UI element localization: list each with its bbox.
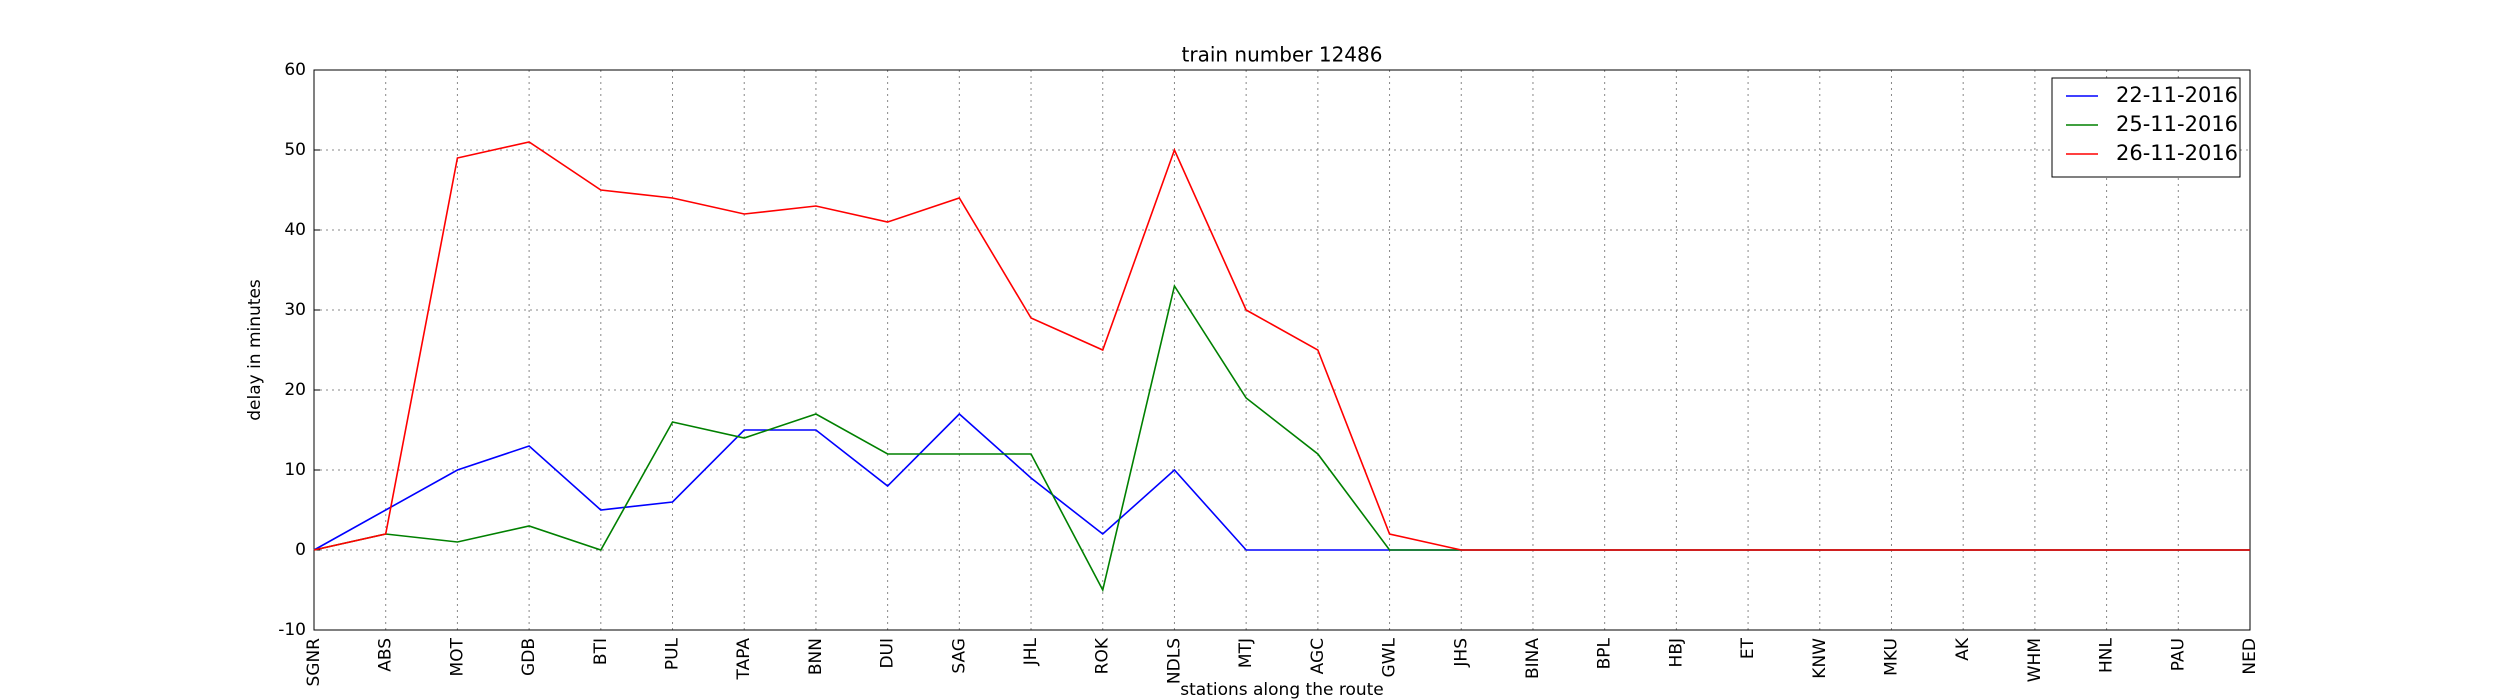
x-tick-label: HNL [2097,637,2117,673]
y-tick-label: 0 [295,540,306,560]
x-tick-label: SGNR [304,638,324,687]
x-tick-label: BNN [806,638,826,675]
y-tick-label: 30 [284,300,306,320]
x-tick-label: ABS [376,638,396,672]
x-tick-label: AK [1953,637,1973,661]
y-axis-label: delay in minutes [245,279,265,421]
y-tick-label: 10 [284,460,306,480]
x-tick-label: SAG [949,638,969,674]
y-tick-label: 50 [284,140,306,160]
x-tick-label: GWL [1380,637,1400,677]
x-tick-label: JHS [1451,638,1471,668]
legend-label: 22-11-2016 [2116,83,2238,107]
y-tick-label: 40 [284,220,306,240]
legend-label: 26-11-2016 [2116,141,2238,165]
x-tick-label: PUL [663,637,683,670]
x-tick-label: PAU [2168,638,2188,671]
data-line [313,141,2250,551]
x-tick-label: GDB [519,638,539,676]
legend-label: 25-11-2016 [2116,112,2238,136]
x-tick-label: HBJ [1666,638,1686,667]
plot-frame [313,69,2251,631]
x-tick-label: BPL [1595,637,1615,669]
x-tick-label: NDLS [1164,638,1184,684]
y-tick-label: -10 [278,620,306,640]
x-tick-label: NED [2240,638,2260,675]
x-tick-label: ROK [1093,637,1113,674]
x-tick-label: KNW [1810,638,1830,679]
x-tick-label: JHL [1021,637,1041,666]
y-tick-label: 20 [284,380,306,400]
x-tick-label: BTI [591,638,611,665]
x-tick-label: BINA [1523,638,1543,679]
x-tick-label: MOT [447,637,467,676]
x-tick-label: ET [1738,637,1758,659]
x-tick-label: DUI [878,638,898,669]
x-axis-label: stations along the route [1180,680,1384,700]
x-tick-label: WHM [2025,638,2045,682]
x-tick-label: AGC [1308,638,1328,674]
y-tick-label: 60 [284,60,306,80]
chart-title: train number 12486 [1182,43,1383,67]
x-tick-label: TAPA [734,638,754,681]
x-tick-label: MKU [1881,638,1901,676]
x-tick-label: MTJ [1236,638,1256,668]
legend-box [2051,77,2241,178]
